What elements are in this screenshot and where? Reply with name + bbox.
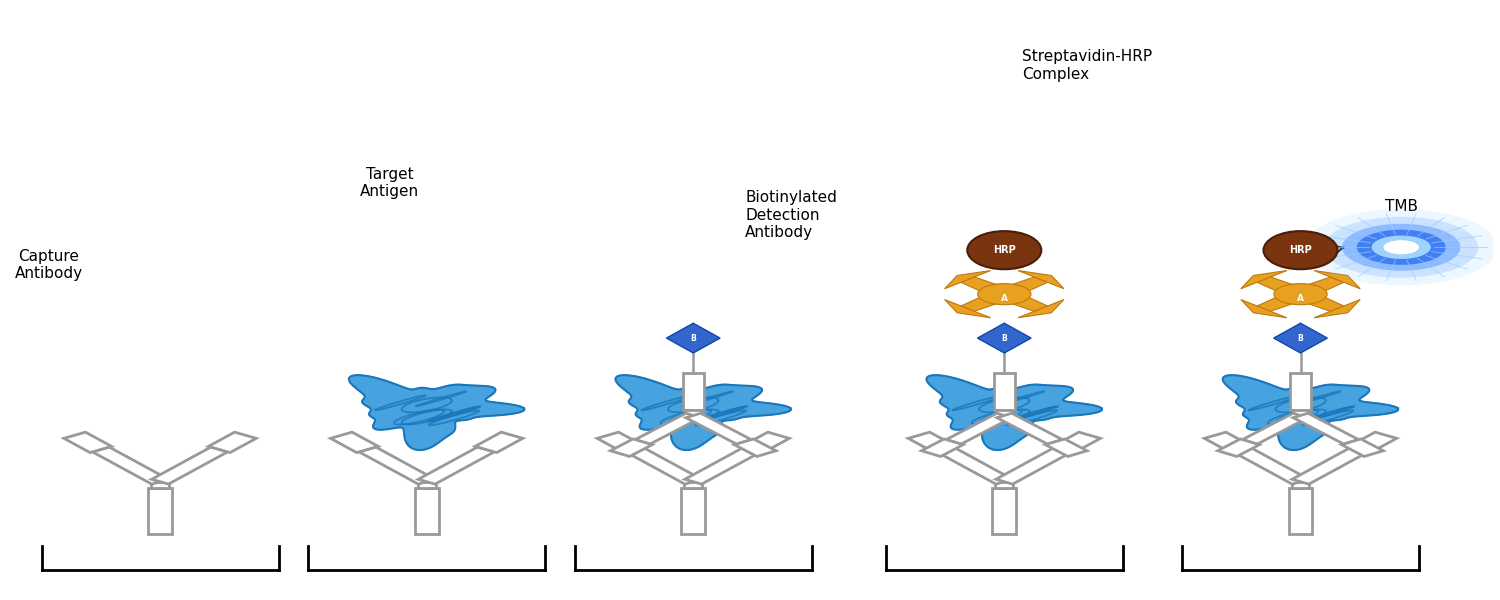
Polygon shape xyxy=(615,375,791,450)
Polygon shape xyxy=(946,413,1011,444)
Polygon shape xyxy=(1257,296,1296,311)
Polygon shape xyxy=(1218,439,1260,457)
Text: Biotinylated
Detection
Antibody: Biotinylated Detection Antibody xyxy=(746,190,837,240)
Text: TMB: TMB xyxy=(1384,199,1417,214)
Circle shape xyxy=(1274,284,1328,305)
Text: Capture
Antibody: Capture Antibody xyxy=(15,248,82,281)
Bar xyxy=(684,482,702,488)
Polygon shape xyxy=(1240,271,1287,289)
Bar xyxy=(686,410,702,415)
Circle shape xyxy=(1324,217,1478,278)
Text: A: A xyxy=(1000,294,1008,303)
Polygon shape xyxy=(686,447,760,484)
Polygon shape xyxy=(152,447,228,484)
Polygon shape xyxy=(741,432,789,452)
Polygon shape xyxy=(996,447,1072,484)
Bar xyxy=(148,488,172,535)
Polygon shape xyxy=(945,299,990,318)
Polygon shape xyxy=(1053,432,1101,452)
Polygon shape xyxy=(1008,277,1047,292)
Polygon shape xyxy=(1341,439,1383,457)
Polygon shape xyxy=(419,447,495,484)
Bar xyxy=(1293,410,1308,415)
Polygon shape xyxy=(1019,299,1064,318)
Polygon shape xyxy=(666,323,720,353)
Text: A: A xyxy=(1298,294,1304,303)
Polygon shape xyxy=(634,413,700,444)
Polygon shape xyxy=(945,271,990,289)
Bar xyxy=(1292,482,1310,488)
Polygon shape xyxy=(1242,413,1308,444)
Bar xyxy=(681,488,705,535)
Polygon shape xyxy=(1222,375,1398,450)
Text: HRP: HRP xyxy=(1288,245,1312,255)
Polygon shape xyxy=(1046,439,1088,457)
Text: Target
Antigen: Target Antigen xyxy=(360,167,419,199)
Text: B: B xyxy=(1298,334,1304,343)
Polygon shape xyxy=(610,439,652,457)
Polygon shape xyxy=(358,447,435,484)
Ellipse shape xyxy=(1263,231,1338,269)
Polygon shape xyxy=(927,375,1102,450)
Polygon shape xyxy=(350,375,525,450)
Bar xyxy=(1288,488,1312,535)
Polygon shape xyxy=(1274,323,1328,353)
Circle shape xyxy=(978,284,1030,305)
Polygon shape xyxy=(1305,296,1344,311)
Bar xyxy=(682,373,703,410)
Polygon shape xyxy=(330,432,378,452)
Bar xyxy=(1290,373,1311,410)
Polygon shape xyxy=(735,439,776,457)
Polygon shape xyxy=(1233,447,1310,484)
Bar xyxy=(419,482,435,488)
Polygon shape xyxy=(626,447,702,484)
Polygon shape xyxy=(64,432,111,452)
Polygon shape xyxy=(921,439,963,457)
Polygon shape xyxy=(1314,299,1360,318)
Bar xyxy=(152,482,170,488)
Polygon shape xyxy=(908,432,956,452)
Polygon shape xyxy=(962,277,1000,292)
Polygon shape xyxy=(209,432,256,452)
Polygon shape xyxy=(1293,413,1359,444)
Polygon shape xyxy=(1008,296,1047,311)
Polygon shape xyxy=(978,323,1030,353)
Ellipse shape xyxy=(968,231,1041,269)
Bar xyxy=(416,488,438,535)
Polygon shape xyxy=(936,447,1013,484)
Polygon shape xyxy=(476,432,524,452)
Polygon shape xyxy=(1240,299,1287,318)
Polygon shape xyxy=(1019,271,1064,289)
Circle shape xyxy=(1371,236,1431,259)
Circle shape xyxy=(1383,240,1419,254)
Polygon shape xyxy=(686,413,752,444)
Bar xyxy=(996,410,1012,415)
Circle shape xyxy=(1358,230,1446,265)
Text: HRP: HRP xyxy=(993,245,1016,255)
Polygon shape xyxy=(1292,447,1368,484)
Polygon shape xyxy=(998,413,1062,444)
Polygon shape xyxy=(93,447,168,484)
Bar xyxy=(993,488,1016,535)
Polygon shape xyxy=(1348,432,1396,452)
Bar xyxy=(996,482,1012,488)
Polygon shape xyxy=(1204,432,1252,452)
Text: Streptavidin-HRP
Complex: Streptavidin-HRP Complex xyxy=(1022,49,1152,82)
Circle shape xyxy=(1305,209,1497,286)
Polygon shape xyxy=(1257,277,1296,292)
Text: B: B xyxy=(690,334,696,343)
Polygon shape xyxy=(962,296,1000,311)
Bar xyxy=(993,373,1016,410)
Polygon shape xyxy=(1305,277,1344,292)
Polygon shape xyxy=(1314,271,1360,289)
Polygon shape xyxy=(597,432,645,452)
Circle shape xyxy=(1342,224,1461,271)
Text: B: B xyxy=(1002,334,1007,343)
